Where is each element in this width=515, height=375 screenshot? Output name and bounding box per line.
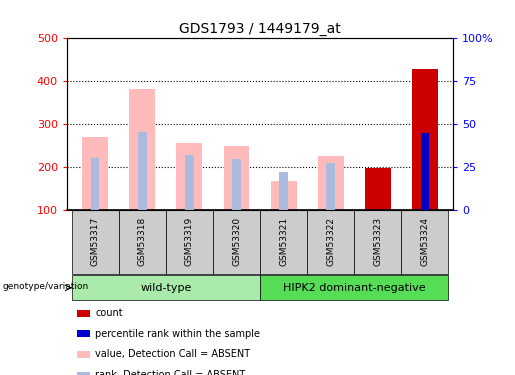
Bar — [318, 156, 344, 210]
Bar — [280, 172, 288, 210]
Text: value, Detection Call = ABSENT: value, Detection Call = ABSENT — [95, 350, 250, 359]
Bar — [72, 210, 119, 274]
Text: rank, Detection Call = ABSENT: rank, Detection Call = ABSENT — [95, 370, 246, 375]
Bar — [327, 163, 335, 210]
Bar — [260, 275, 449, 300]
Bar — [260, 210, 307, 274]
Bar — [271, 181, 297, 210]
Bar — [421, 133, 429, 210]
Bar — [82, 137, 108, 210]
Text: GSM53317: GSM53317 — [91, 217, 100, 267]
Bar — [185, 155, 194, 210]
Text: wild-type: wild-type — [140, 283, 192, 293]
Text: GSM53323: GSM53323 — [373, 217, 382, 266]
Bar — [412, 69, 438, 210]
Bar — [401, 210, 449, 274]
Bar — [119, 210, 166, 274]
Text: genotype/variation: genotype/variation — [3, 282, 89, 291]
Text: GSM53318: GSM53318 — [138, 217, 147, 267]
Title: GDS1793 / 1449179_at: GDS1793 / 1449179_at — [179, 22, 341, 36]
Bar — [213, 210, 260, 274]
Bar — [138, 132, 147, 210]
Bar — [365, 168, 391, 210]
Text: GSM53322: GSM53322 — [326, 217, 335, 266]
Bar — [72, 275, 260, 300]
Text: count: count — [95, 308, 123, 318]
Bar — [166, 210, 213, 274]
Bar — [177, 143, 202, 210]
Text: GSM53320: GSM53320 — [232, 217, 241, 266]
Bar — [129, 89, 155, 210]
Bar — [91, 158, 99, 210]
Text: GSM53321: GSM53321 — [279, 217, 288, 266]
Text: percentile rank within the sample: percentile rank within the sample — [95, 329, 260, 339]
Text: HIPK2 dominant-negative: HIPK2 dominant-negative — [283, 283, 425, 293]
Bar — [232, 159, 241, 210]
Bar — [224, 146, 249, 210]
Bar — [307, 210, 354, 274]
Bar — [354, 210, 401, 274]
Text: GSM53324: GSM53324 — [420, 217, 430, 266]
Text: GSM53319: GSM53319 — [185, 217, 194, 267]
